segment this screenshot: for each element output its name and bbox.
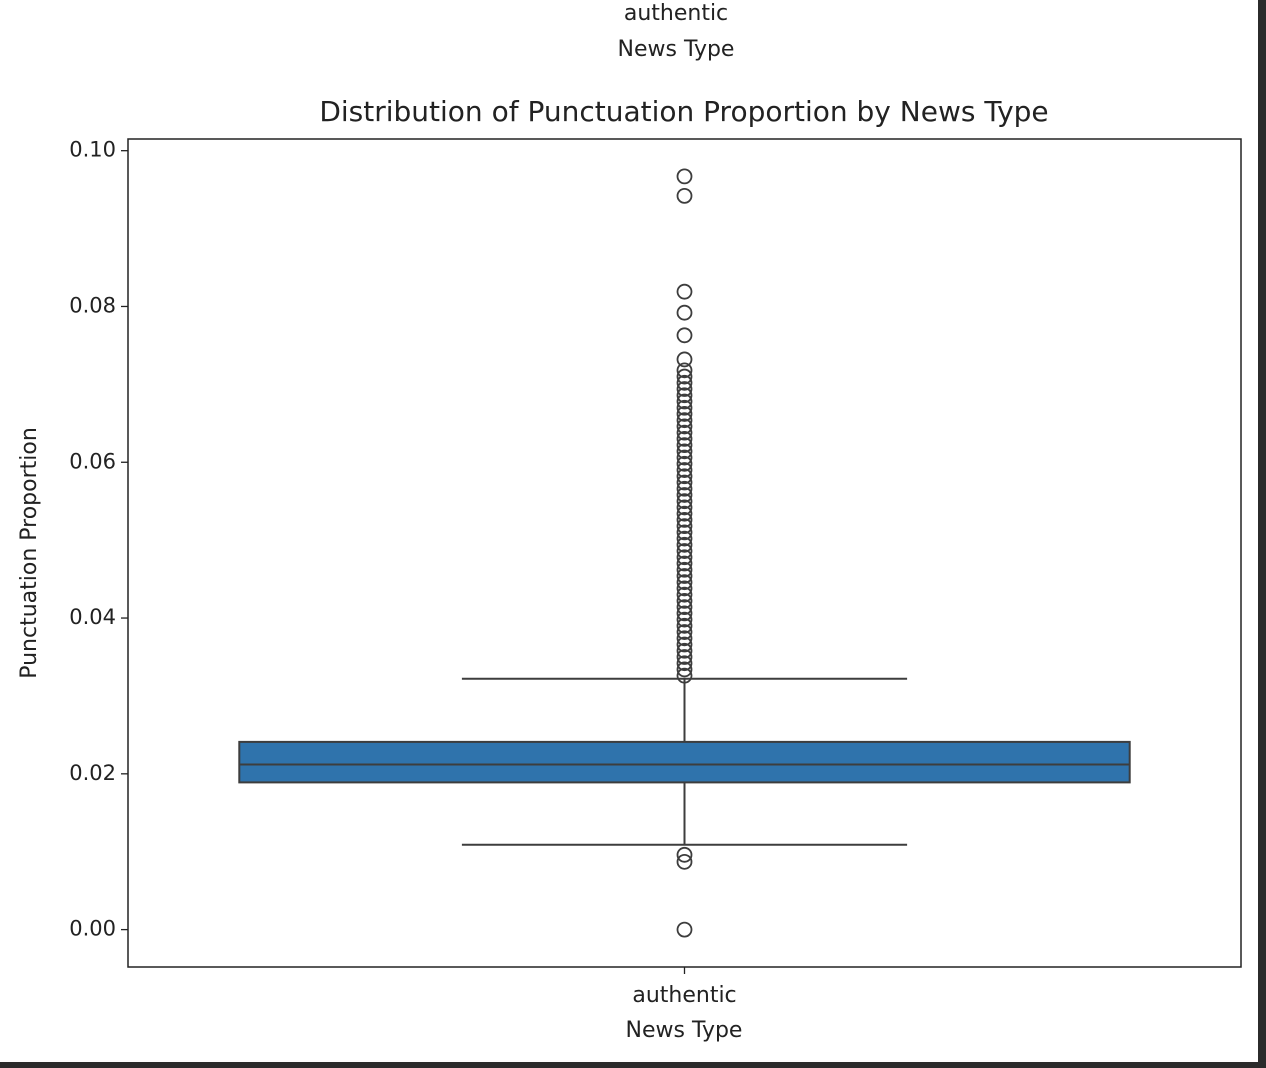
outlier xyxy=(676,524,693,541)
outlier xyxy=(676,846,693,863)
previous-x-label: News Type xyxy=(618,37,735,62)
outlier xyxy=(676,499,693,516)
outlier xyxy=(676,418,693,435)
outlier xyxy=(676,580,693,597)
outlier xyxy=(676,393,693,410)
outlier xyxy=(676,468,693,485)
outlier xyxy=(676,381,693,397)
chart-title: Distribution of Punctuation Proportion b… xyxy=(319,95,1048,128)
outlier xyxy=(676,437,693,454)
x-axis-label: News Type xyxy=(626,1018,743,1043)
outlier xyxy=(676,617,693,634)
outlier xyxy=(676,480,693,497)
outlier xyxy=(676,642,693,659)
y-axis-label: Punctuation Proportion xyxy=(17,427,42,679)
plot-frame xyxy=(127,138,1242,968)
outlier xyxy=(676,327,693,344)
box xyxy=(238,740,1131,784)
outlier xyxy=(676,655,693,672)
outlier xyxy=(676,374,693,391)
y-tick-label: 0.06 xyxy=(69,449,116,473)
outlier xyxy=(676,505,693,522)
outlier xyxy=(676,493,693,510)
y-tick-label: 0.02 xyxy=(69,761,116,785)
outlier xyxy=(676,611,693,628)
outlier xyxy=(676,351,693,368)
outlier xyxy=(676,624,693,640)
outlier xyxy=(676,368,693,385)
outlier xyxy=(676,412,693,429)
y-tick-label: 0.00 xyxy=(69,917,116,941)
outlier xyxy=(676,399,693,416)
outlier xyxy=(676,187,693,204)
x-tick-label: authentic xyxy=(632,983,736,1008)
outlier xyxy=(676,593,693,609)
outlier xyxy=(676,568,693,584)
outlier xyxy=(676,362,693,379)
outlier xyxy=(676,636,693,653)
outlier xyxy=(676,449,693,466)
outlier xyxy=(676,168,693,185)
outlier xyxy=(676,430,693,447)
outlier xyxy=(676,543,693,559)
outlier xyxy=(676,555,693,572)
outlier xyxy=(676,474,693,491)
outlier xyxy=(676,630,693,647)
outlier xyxy=(676,443,693,460)
outlier xyxy=(676,586,693,603)
previous-tick-label: authentic xyxy=(624,1,728,26)
outlier xyxy=(676,424,693,441)
outlier xyxy=(676,574,693,591)
outlier xyxy=(676,406,693,422)
outlier xyxy=(676,518,693,535)
outlier xyxy=(676,511,693,528)
outlier xyxy=(676,536,693,553)
outlier xyxy=(676,649,693,665)
outlier xyxy=(676,549,693,566)
frame-edge xyxy=(0,1062,1266,1068)
outlier xyxy=(676,853,693,870)
outlier xyxy=(676,304,693,321)
outlier xyxy=(676,661,693,678)
outlier xyxy=(676,283,693,300)
outlier xyxy=(676,599,693,616)
y-tick-label: 0.08 xyxy=(69,293,116,317)
outlier xyxy=(676,667,693,684)
outlier xyxy=(676,462,693,478)
outlier xyxy=(676,561,693,578)
y-tick-label: 0.10 xyxy=(69,138,116,162)
outlier xyxy=(676,530,693,547)
y-tick-label: 0.04 xyxy=(69,605,116,629)
outlier xyxy=(676,487,693,503)
frame-edge xyxy=(1258,0,1266,1068)
outlier xyxy=(676,921,693,938)
outlier xyxy=(676,605,693,622)
outlier xyxy=(676,387,693,404)
outlier xyxy=(676,455,693,472)
